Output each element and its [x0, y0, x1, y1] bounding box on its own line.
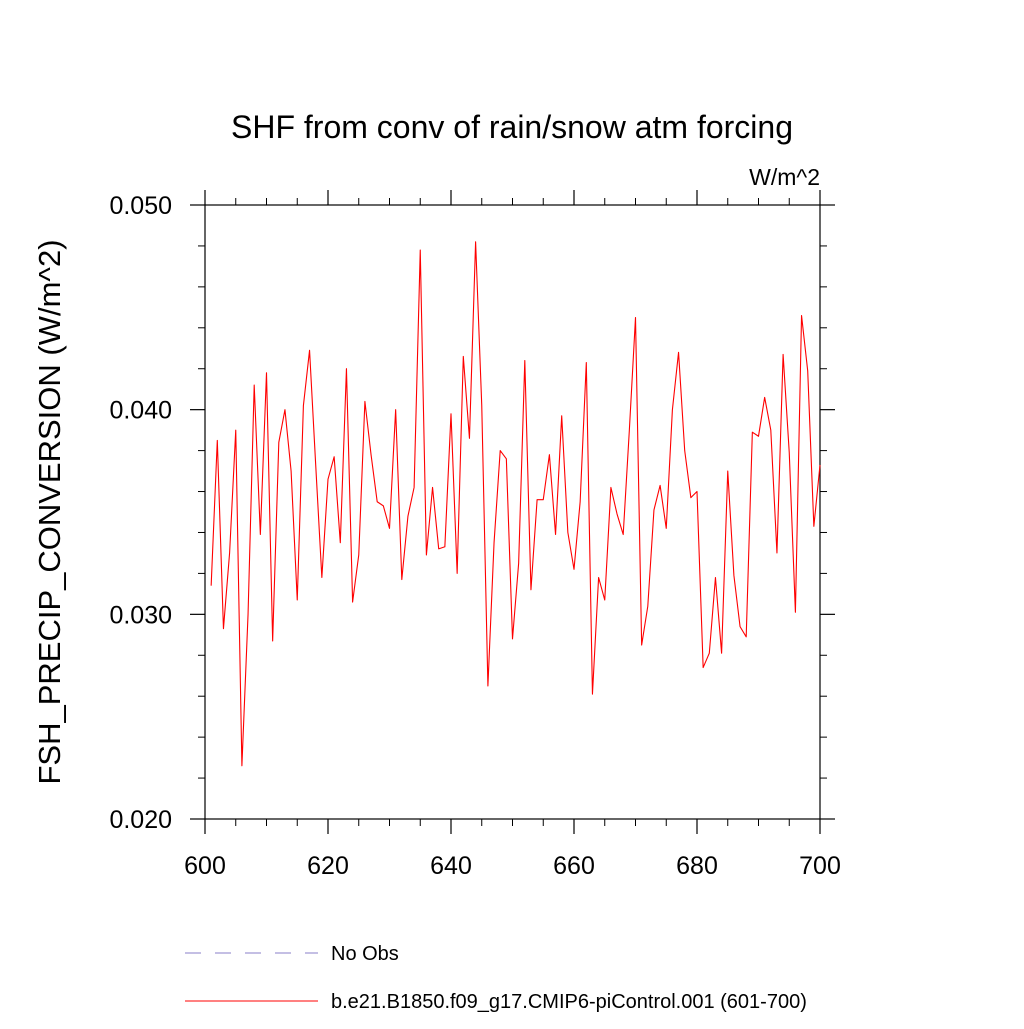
- x-tick-label: 640: [430, 852, 472, 880]
- series-group: [210, 241, 821, 767]
- legend-label-1: No Obs: [331, 943, 399, 965]
- x-tick-label: 680: [676, 852, 718, 880]
- y-tick-label: 0.050: [109, 192, 172, 220]
- chart-title: SHF from conv of rain/snow atm forcing: [231, 109, 793, 145]
- plot-frame: [204, 204, 821, 820]
- legend-label-0: b.e21.B1850.f09_g17.CMIP6-piControl.001 …: [331, 991, 807, 1013]
- y-axis-label: FSH_PRECIP_CONVERSION (W/m^2): [32, 239, 67, 784]
- axes: 600 620 640 660 680 700 0.020 0.030 0.040 0.050: [109, 190, 841, 880]
- series-line-0: [210, 241, 821, 767]
- y-tick-label: 0.040: [109, 397, 172, 425]
- x-tick-label: 660: [553, 852, 595, 880]
- x-tick-label: 600: [184, 852, 226, 880]
- x-tick-label: 700: [799, 852, 841, 880]
- units-label: W/m^2: [749, 164, 820, 190]
- legend: No Obs b.e21.B1850.f09_g17.CMIP6-piContro…: [185, 943, 807, 1013]
- y-tick-label: 0.030: [109, 601, 172, 629]
- x-tick-label: 620: [307, 852, 349, 880]
- y-tick-label: 0.020: [109, 806, 172, 834]
